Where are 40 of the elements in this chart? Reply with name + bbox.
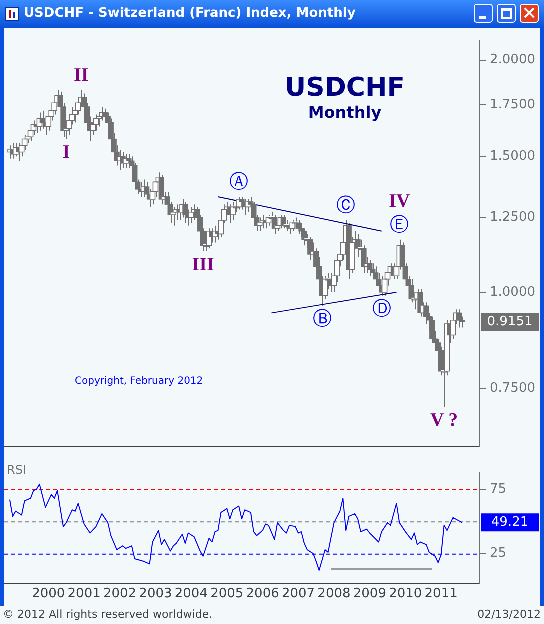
x-tick-label: 2000 <box>32 586 66 602</box>
text: © 2012 All rights reserved worldwide. <box>3 608 213 621</box>
text: USDCHF <box>284 73 406 103</box>
text: 02/13/2012 <box>478 608 541 621</box>
x-tick-label: 2004 <box>174 586 208 602</box>
candlestick <box>192 204 198 221</box>
annotation: Monthly <box>307 103 383 122</box>
x-tick-label: 2001 <box>68 586 101 602</box>
y-tick-label: 1.2500 <box>490 210 536 226</box>
annotation: 49.21 <box>491 515 529 530</box>
annotation: V ? <box>430 410 458 432</box>
x-tick-label: 2010 <box>389 586 422 602</box>
x-tick-label: 2007 <box>282 586 316 602</box>
y-tick-label: 1.5000 <box>490 149 536 164</box>
x-tick-label: 2011 <box>424 586 458 602</box>
annotation: III <box>192 254 214 276</box>
annotation: Ⓒ <box>336 194 356 216</box>
y-tick-label: 0.7500 <box>490 381 536 396</box>
x-tick-label: 2002 <box>103 586 137 602</box>
annotation: IV <box>389 190 411 212</box>
x-tick-label: 2008 <box>318 586 351 602</box>
chart-title: RSI <box>7 463 26 477</box>
y-tick-label: 2.0000 <box>490 52 536 68</box>
y-tick-label: 1.7500 <box>490 97 536 112</box>
y-tick-label: 25 <box>490 546 507 562</box>
annotation: I <box>62 142 70 164</box>
annotation: Ⓑ <box>312 308 332 330</box>
y-tick-label: 75 <box>490 482 507 497</box>
annotation: Ⓐ <box>230 170 249 193</box>
x-tick-label: 2005 <box>210 586 244 602</box>
x-tick-label: 2006 <box>246 586 280 602</box>
chart-title: USDCHF - Switzerland (Franc) Index, Monthly <box>24 6 356 21</box>
y-tick-label: 1.0000 <box>490 284 536 300</box>
x-tick-label: 2003 <box>139 586 172 602</box>
annotation: Copyright, February 2012 <box>75 376 204 387</box>
annotation: II <box>74 64 89 86</box>
x-tick-label: 2009 <box>353 586 386 602</box>
annotation: Ⓓ <box>372 298 392 320</box>
annotation: Ⓔ <box>390 214 410 236</box>
annotation: 0.9151 <box>487 314 533 330</box>
